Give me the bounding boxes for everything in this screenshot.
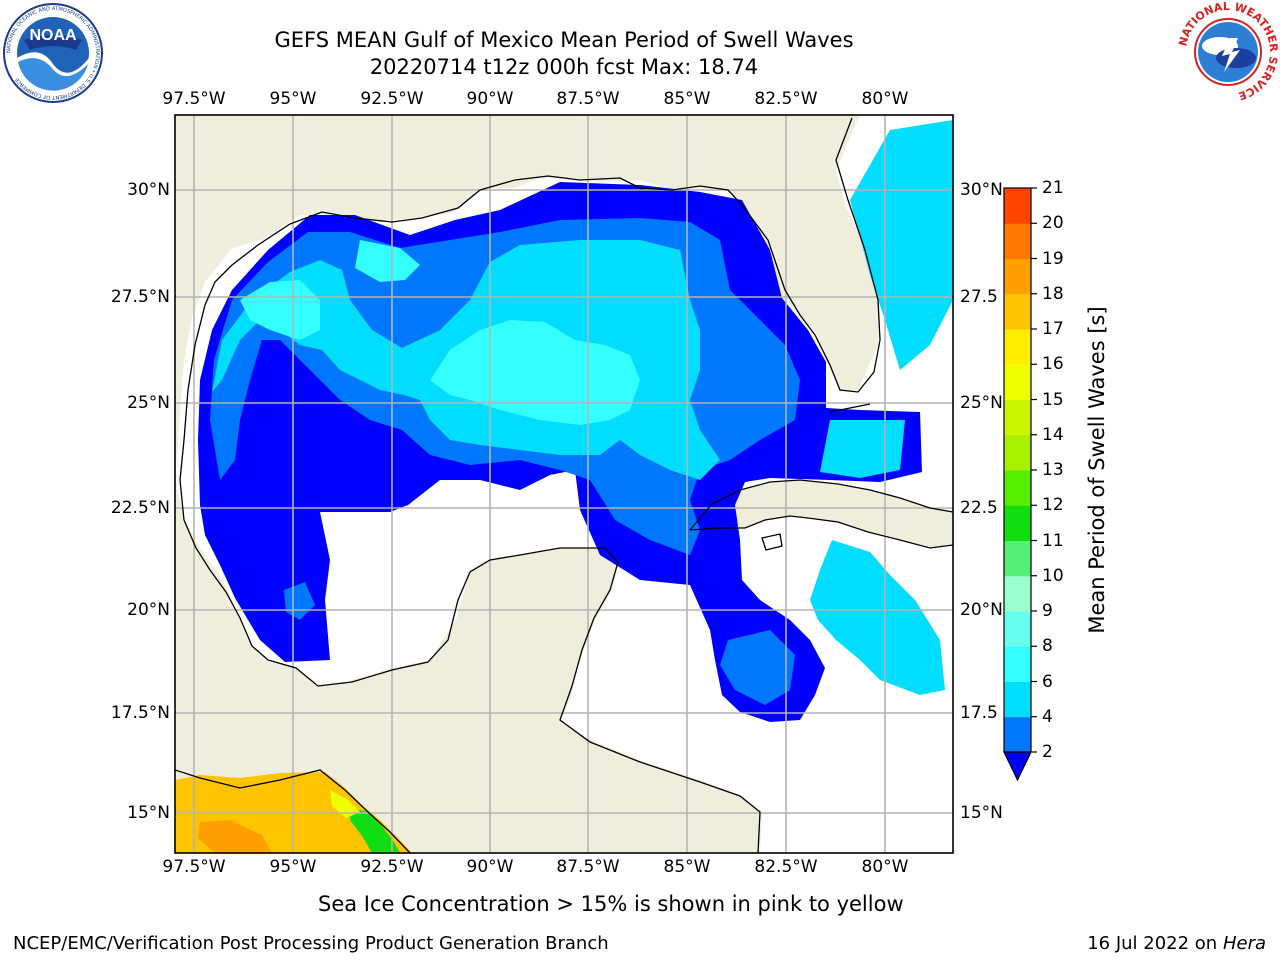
lat-label-right: 30°N (960, 180, 1003, 200)
land-masses (175, 115, 953, 853)
lat-label-left: 25°N (127, 393, 170, 413)
colorbar-tick-label: 21 (1042, 178, 1064, 198)
lon-label-top: 90°W (466, 89, 514, 109)
colorbar-tick-label: 17 (1042, 319, 1064, 339)
lon-label-bottom: 95°W (269, 857, 317, 877)
sea-ice-note: Sea Ice Concentration > 15% is shown in … (318, 892, 904, 916)
colorbar-tick-label: 18 (1042, 283, 1064, 304)
contour-10-12s (350, 808, 400, 853)
noaa-logo-text: NOAA (29, 27, 77, 44)
land-mexico (175, 480, 762, 853)
nws-logo: NATIONAL WEATHER SERVICE (1178, 2, 1278, 102)
lon-label-bottom: 97.5°W (162, 857, 226, 877)
lat-label-right: 27.5 (960, 287, 998, 307)
colorbar-tick-label: 4 (1042, 706, 1053, 727)
colorbar-tick-label: 14 (1042, 424, 1064, 445)
noaa-logo: NOAA NATIONAL OCEANIC AND ATMOSPHERIC AD… (3, 3, 103, 103)
colorbar-tick-label: 16 (1042, 354, 1064, 375)
contour-13-15s (330, 790, 360, 818)
lat-label-left: 20°N (127, 600, 170, 620)
coastlines (175, 117, 953, 853)
lat-label-left: 27.5°N (110, 287, 170, 307)
colorbar-label: Mean Period of Swell Waves [s] (1085, 306, 1109, 634)
colorbar-tick-label: 8 (1042, 636, 1053, 657)
colorbar-tick-label: 11 (1042, 530, 1064, 551)
swell-period-field (175, 120, 953, 853)
colorbar-tick-label: 6 (1042, 671, 1053, 692)
lon-label-top: 97.5°W (162, 89, 226, 109)
colorbar-tick-label: 19 (1042, 248, 1064, 269)
colorbar-tick-label: 15 (1042, 389, 1064, 410)
coastline-isle-of-youth (761, 533, 783, 551)
lon-label-bottom: 80°W (861, 857, 909, 877)
date-text: 16 Jul 2022 on (1087, 933, 1218, 954)
coastline-keys (829, 403, 871, 413)
machine-name: Hera (1222, 933, 1266, 954)
land-cuba (690, 480, 953, 548)
colorbar-tick-label: 9 (1042, 601, 1053, 621)
credit-text: NCEP/EMC/Verification Post Processing Pr… (13, 933, 609, 954)
coastline-cuba (689, 479, 953, 549)
map-frame (174, 114, 954, 854)
lon-label-top: 80°W (861, 89, 909, 109)
colorbar-tick-label: 12 (1042, 495, 1064, 516)
land-yucatan-peninsula (456, 548, 620, 720)
lon-label-bottom: 85°W (663, 857, 711, 877)
map-title: GEFS MEAN Gulf of Mexico Mean Period of … (274, 28, 854, 52)
coastline-central-america (175, 769, 411, 853)
lat-lon-grid (175, 115, 953, 853)
colorbar-tick-label: 13 (1042, 460, 1064, 480)
lat-label-right: 17.5 (960, 703, 998, 723)
map-subtitle: 20220714 t12z 000h fcst Max: 18.74 (369, 55, 759, 79)
lon-label-bottom: 90°W (466, 857, 514, 877)
lat-label-right: 15°N (960, 803, 1003, 823)
contour-6-8s (240, 240, 640, 425)
colorbar-tick-label: 10 (1042, 565, 1064, 586)
lon-label-bottom: 82.5°W (754, 857, 818, 877)
land-north-america (175, 115, 880, 480)
coastline-us-gulf (179, 117, 881, 521)
lat-label-right: 20°N (960, 600, 1003, 620)
lat-label-left: 15°N (127, 803, 170, 823)
colorbar-tick-label: 2 (1042, 742, 1053, 762)
date-stamp: 16 Jul 2022 on Hera (1087, 933, 1266, 954)
lon-label-top: 92.5°W (360, 89, 424, 109)
contour-18-19s (198, 820, 272, 853)
lat-label-left: 22.5°N (110, 498, 170, 518)
lat-label-right: 22.5 (960, 498, 998, 518)
colorbar-tick-label: 20 (1042, 213, 1064, 234)
lon-label-bottom: 92.5°W (360, 857, 424, 877)
lon-label-top: 87.5°W (556, 89, 620, 109)
lon-label-top: 85°W (663, 89, 711, 109)
lat-label-left: 30°N (127, 180, 170, 200)
lon-label-bottom: 87.5°W (556, 857, 620, 877)
lon-label-top: 82.5°W (754, 89, 818, 109)
lon-label-top: 95°W (269, 89, 317, 109)
lat-label-right: 25°N (960, 393, 1003, 413)
lat-label-left: 17.5°N (110, 703, 170, 723)
coastline-mexico (183, 519, 761, 853)
